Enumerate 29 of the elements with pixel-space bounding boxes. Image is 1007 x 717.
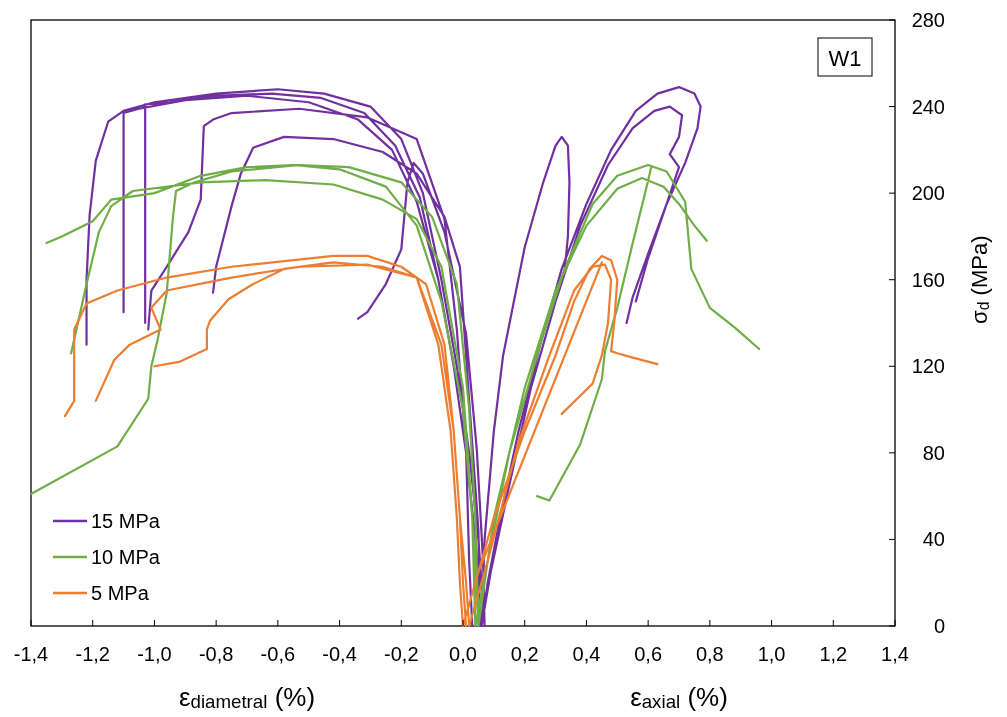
x-tick-label: 0,4 <box>572 643 601 665</box>
y-tick-label: 160 <box>911 268 945 291</box>
y-tick-label: 240 <box>911 95 945 118</box>
x-tick-label: -1,4 <box>13 643 49 665</box>
y-tick-label: 0 <box>933 615 945 637</box>
x-tick-label: -1,2 <box>75 643 110 665</box>
legend-label: 5 MPa <box>91 582 150 604</box>
annotation: W1 <box>828 46 862 71</box>
x-tick-label: -0,4 <box>322 643 357 665</box>
y-tick-label: 280 <box>911 9 945 31</box>
x-tick-label: -0,6 <box>260 643 296 665</box>
x-axis-title: ε$_{diametral}$ (%) <box>178 682 316 712</box>
x-tick-label: 0,6 <box>634 643 663 665</box>
x-tick-label: 1,2 <box>819 643 848 665</box>
legend-label: 10 MPa <box>91 546 161 568</box>
x-tick-label: -0,8 <box>198 643 234 665</box>
y-tick-label: 40 <box>922 528 945 551</box>
legend-label: 15 MPa <box>91 510 161 532</box>
x-tick-label: 0,0 <box>449 643 477 665</box>
x-tick-label: 0,8 <box>695 643 724 665</box>
x-tick-label: 0,2 <box>510 643 539 665</box>
y-tick-label: 200 <box>911 182 945 205</box>
y-tick-label: 120 <box>911 355 945 378</box>
x-tick-label: -0,2 <box>384 643 419 665</box>
text: ε$_{axial}$ (%) <box>630 682 728 712</box>
x-tick-label: 1,4 <box>881 643 909 665</box>
y-tick-label: 80 <box>922 441 945 464</box>
x-tick-label: -1,0 <box>137 643 172 665</box>
x-tick-label: 1,0 <box>757 643 786 665</box>
